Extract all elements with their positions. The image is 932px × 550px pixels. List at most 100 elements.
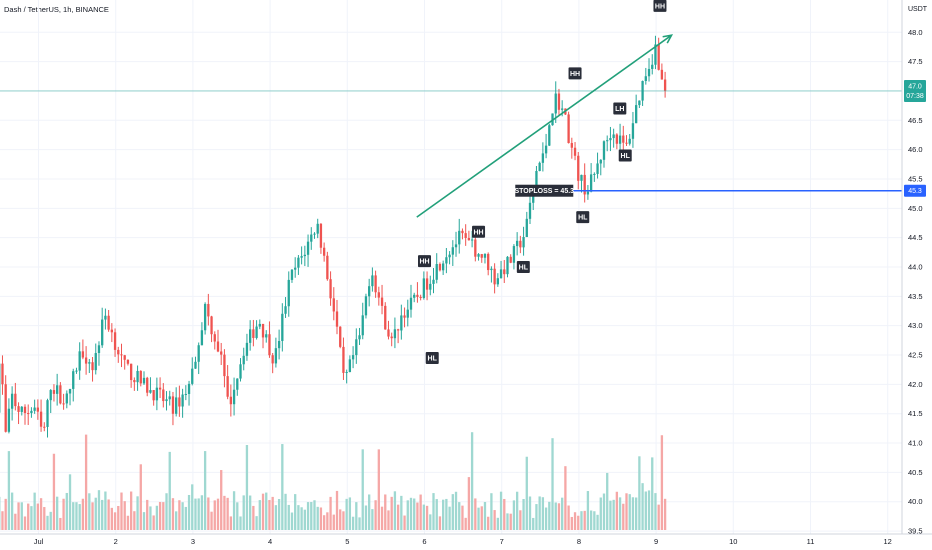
candle-body	[245, 342, 249, 356]
annotation-badge	[576, 211, 590, 224]
candle-body	[33, 407, 36, 411]
candle-body	[493, 268, 496, 285]
y-tick-label: 43.5	[908, 292, 923, 301]
volume-bar	[438, 516, 442, 530]
volume-bar	[255, 516, 258, 530]
current-price-value: 47.0	[908, 83, 922, 90]
volume-bar	[30, 506, 33, 530]
candle-body	[287, 279, 290, 307]
volume-bar	[477, 507, 480, 530]
volume-bar	[622, 503, 625, 530]
volume-bar	[651, 457, 654, 530]
volume-bar	[461, 505, 464, 530]
volume-bar	[65, 492, 68, 530]
volume-bar	[538, 496, 541, 530]
annotation-label: HL	[621, 153, 631, 160]
candle-body	[88, 362, 91, 364]
candle-body	[413, 294, 416, 298]
annotation-label: HL	[578, 215, 588, 222]
candle-body	[615, 134, 619, 144]
candle-body	[20, 406, 23, 412]
volume-bar	[123, 501, 126, 530]
volume-bar	[49, 511, 52, 530]
volume-bar	[136, 496, 139, 530]
candle-body	[583, 174, 586, 195]
candle-body	[612, 134, 615, 139]
volume-bar	[223, 495, 226, 530]
candle-body	[660, 69, 664, 80]
volume-bar	[75, 502, 78, 530]
candle-body	[75, 370, 78, 372]
candle-body	[522, 237, 525, 248]
candle-body	[528, 202, 532, 219]
candle-body	[277, 340, 281, 349]
candle-body	[316, 223, 319, 234]
x-tick-label: 2	[114, 537, 118, 546]
candle-body	[210, 316, 213, 335]
volume-bar	[583, 510, 586, 530]
volume-bar	[216, 498, 220, 530]
candle-body	[306, 241, 310, 255]
annotation-label: HL	[428, 355, 438, 362]
candle-body	[403, 315, 406, 318]
candle-body	[345, 371, 348, 373]
candle-body	[400, 315, 403, 331]
volume-bar	[313, 500, 316, 530]
volume-bar	[339, 509, 342, 530]
volume-bar	[413, 498, 416, 530]
candle-body	[496, 278, 499, 285]
volume-bar	[416, 502, 419, 530]
candle-body	[59, 385, 62, 404]
candle-body	[226, 376, 229, 397]
annotation-badge	[418, 255, 431, 268]
volume-bar	[207, 497, 210, 530]
candle-body	[120, 354, 123, 356]
volume-bar	[326, 512, 329, 530]
candle-body	[557, 93, 561, 110]
volume-bar	[104, 491, 107, 530]
volume-bar	[390, 496, 393, 530]
candle-body	[39, 411, 43, 427]
volume-bar	[396, 504, 400, 530]
candle-body	[544, 145, 548, 154]
volume-bar	[316, 506, 319, 530]
volume-bar	[570, 516, 573, 530]
candle-body	[110, 329, 113, 333]
candle-body	[142, 377, 146, 384]
volume-bar	[548, 501, 551, 530]
volume-bar	[46, 515, 49, 530]
trend-arrow-line[interactable]	[416, 34, 673, 218]
candle-body	[480, 254, 483, 258]
volume-bar	[554, 502, 557, 530]
stoploss-price-tag	[904, 184, 926, 197]
y-tick-label: 46.0	[908, 145, 923, 154]
volume-bar	[663, 498, 667, 530]
candle-body	[464, 233, 467, 238]
volume-bar	[184, 506, 187, 530]
candle-body	[297, 257, 300, 268]
volume-bar	[142, 512, 146, 530]
volume-bar	[400, 495, 403, 530]
volume-bar	[117, 505, 120, 530]
candle-body	[4, 384, 7, 432]
y-tick-label: 39.5	[908, 527, 923, 536]
volume-bar	[332, 514, 335, 530]
volume-bar	[191, 484, 194, 530]
candle-body	[155, 387, 159, 401]
x-tick-label: 4	[268, 537, 272, 546]
candle-body	[129, 363, 133, 381]
annotation-badge	[613, 102, 627, 115]
volume-bar	[493, 510, 496, 530]
candle-body	[429, 283, 432, 290]
volume-bar	[499, 491, 503, 530]
candle-body	[101, 319, 104, 346]
volume-bar	[454, 491, 458, 530]
candle-body	[567, 114, 570, 144]
volume-bar	[618, 497, 622, 530]
candle-body	[474, 239, 477, 257]
candle-body	[104, 315, 107, 320]
candle-body	[236, 378, 239, 390]
volume-bar	[181, 502, 184, 530]
volume-bar	[23, 516, 27, 530]
